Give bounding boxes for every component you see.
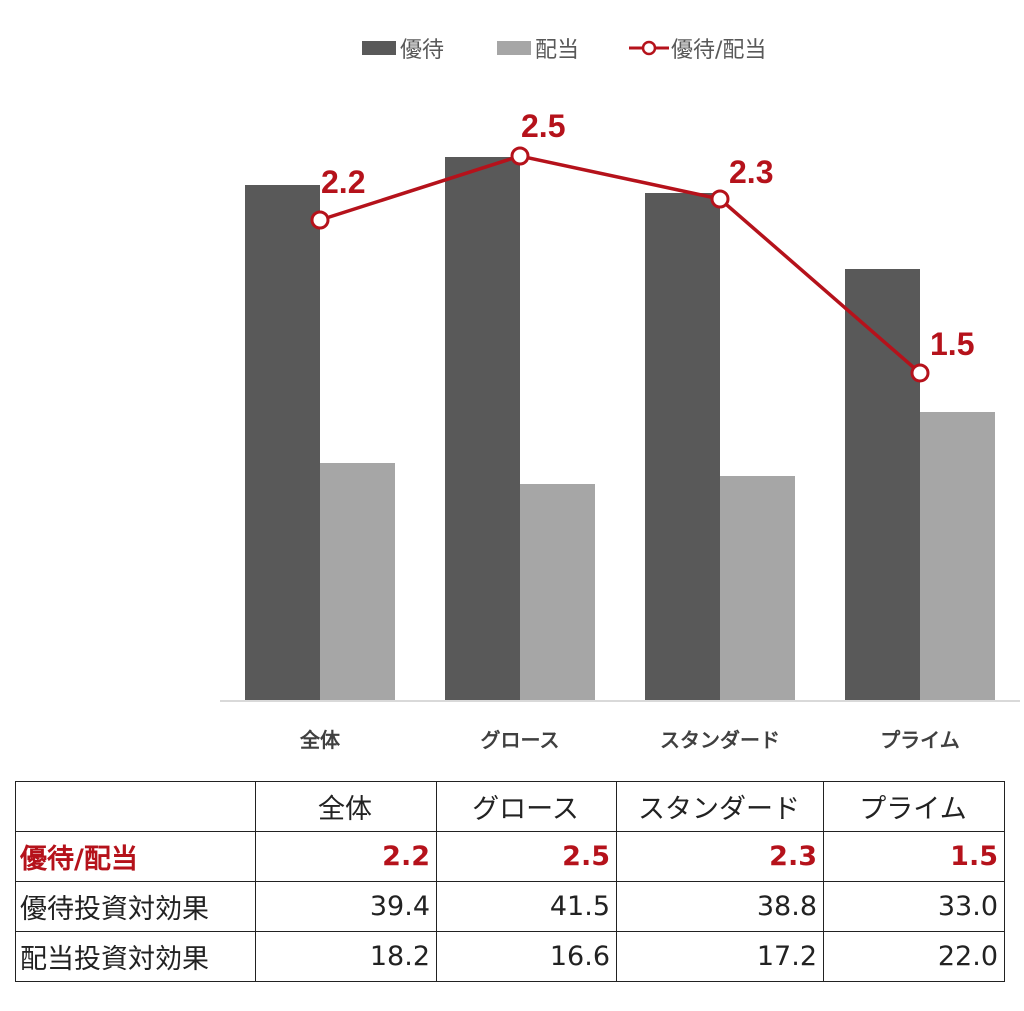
legend-item-yutai: 優待 — [362, 30, 444, 66]
ratio-marker — [710, 189, 730, 209]
data-label: 2.5 — [521, 108, 565, 144]
bar-haito-growth — [520, 484, 595, 700]
table-cell: 17.2 — [616, 931, 824, 982]
table-cell: 33.0 — [823, 881, 1005, 932]
table-cell: 41.5 — [436, 881, 617, 932]
bar-yutai-zentai — [245, 185, 320, 700]
category-label: 全体 — [300, 728, 340, 752]
legend-label: 優待 — [400, 38, 445, 63]
table-cell: 2.5 — [436, 831, 617, 882]
legend-swatch-light — [497, 41, 531, 55]
table-row-label: 配当投資対効果 — [15, 931, 256, 982]
bar-yutai-standard — [645, 193, 720, 700]
table-cell: 39.4 — [255, 881, 437, 932]
category-label: スタンダード — [660, 728, 780, 752]
table-row: 優待投資対効果 39.4 41.5 38.8 33.0 — [15, 881, 1005, 932]
category-label: グロース — [480, 728, 560, 752]
table-cell: 2.2 — [255, 831, 437, 882]
bar-yutai-growth — [445, 157, 520, 700]
bar-haito-prime — [920, 412, 995, 700]
table-cell: 1.5 — [823, 831, 1005, 882]
category-label: プライム — [880, 728, 960, 752]
legend-label: 優待/配当 — [671, 38, 767, 63]
table-cell: 2.3 — [616, 831, 824, 882]
table-cell: 38.8 — [616, 881, 824, 932]
bar-yutai-prime — [845, 269, 920, 700]
data-label: 2.2 — [321, 164, 365, 200]
ratio-marker — [310, 210, 330, 230]
ratio-marker — [910, 363, 930, 383]
legend-label: 配当 — [535, 38, 580, 63]
data-label: 1.5 — [930, 326, 974, 362]
data-table: 全体 グロース スタンダード プライム 優待/配当 2.2 2.5 2.3 1.… — [15, 781, 1005, 982]
table-header-cell: グロース — [436, 781, 617, 832]
ratio-marker — [510, 146, 530, 166]
table-header-cell: 全体 — [255, 781, 437, 832]
chart-plot-area: 2.2 2.5 2.3 1.5 — [220, 108, 1020, 702]
data-label: 2.3 — [729, 154, 773, 190]
legend-item-haito: 配当 — [497, 30, 579, 66]
table-row-label: 優待/配当 — [15, 831, 256, 882]
ratio-line — [319, 154, 922, 375]
table-cell: 16.6 — [436, 931, 617, 982]
table-row: 配当投資対効果 18.2 16.6 17.2 22.0 — [15, 931, 1005, 982]
legend-line-marker-icon — [629, 40, 669, 56]
legend-swatch-dark — [362, 41, 396, 55]
table-header-cell: スタンダード — [616, 781, 824, 832]
table-header-cell — [15, 781, 256, 832]
table-header-cell: プライム — [823, 781, 1005, 832]
table-row: 優待/配当 2.2 2.5 2.3 1.5 — [15, 831, 1005, 882]
chart-legend: 優待 配当 優待/配当 — [0, 30, 1024, 66]
bar-haito-standard — [720, 476, 795, 700]
table-cell: 18.2 — [255, 931, 437, 982]
table-row-label: 優待投資対効果 — [15, 881, 256, 932]
table-cell: 22.0 — [823, 931, 1005, 982]
table-header-row: 全体 グロース スタンダード プライム — [15, 781, 1005, 832]
legend-item-ratio: 優待/配当 — [629, 30, 766, 66]
bar-haito-zentai — [320, 463, 395, 700]
